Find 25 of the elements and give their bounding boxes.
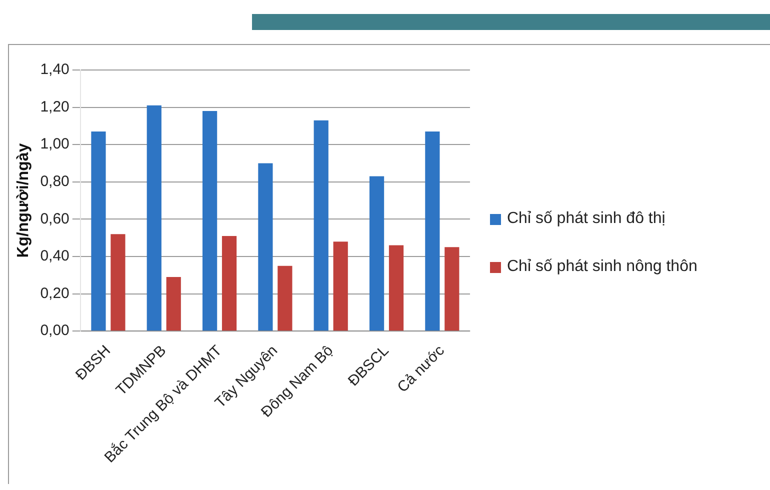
- bar: [110, 234, 126, 331]
- legend-label: Chỉ số phát sinh nông thôn: [507, 258, 698, 276]
- bar: [425, 132, 440, 331]
- bar: [166, 277, 181, 331]
- bar: [333, 242, 348, 331]
- bar: [444, 247, 460, 331]
- bar: [369, 176, 384, 331]
- bar: [278, 266, 292, 331]
- y-tick-label: 1,20: [40, 98, 70, 116]
- bar: [314, 120, 328, 331]
- bar: [388, 245, 404, 331]
- y-tick-label: 1,40: [40, 61, 70, 78]
- bar: [258, 163, 273, 331]
- y-tick-label: 0,40: [40, 248, 70, 265]
- bar: [202, 111, 218, 331]
- y-tick-label: 0,60: [40, 210, 70, 228]
- y-tick-label: 0,80: [40, 173, 70, 190]
- y-tick-label: 0,20: [40, 284, 70, 302]
- bar: [91, 132, 106, 331]
- bar: [146, 105, 162, 331]
- y-axis-title: Kg/người/ngày: [15, 143, 32, 258]
- y-tick-label: 1,00: [40, 136, 70, 153]
- y-tick-label: 0,00: [40, 322, 70, 340]
- legend-label: Chỉ số phát sinh đô thị: [507, 210, 666, 228]
- bar: [222, 236, 237, 331]
